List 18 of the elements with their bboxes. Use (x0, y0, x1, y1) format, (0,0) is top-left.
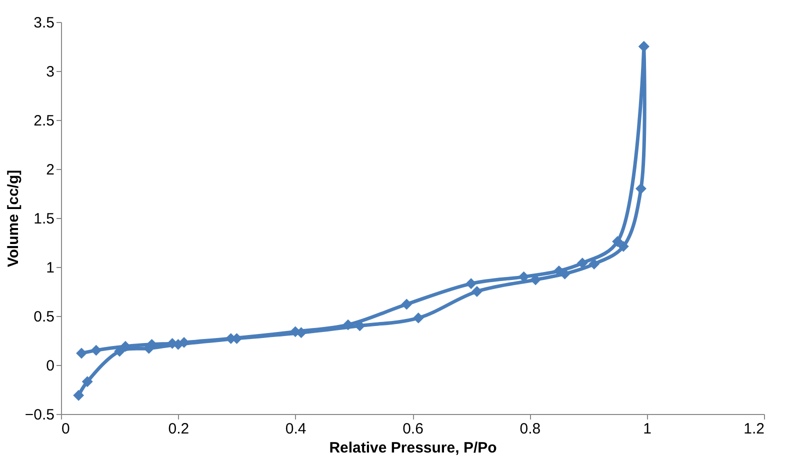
y-tick-label: −0.5 (24, 406, 54, 424)
x-tick-label: 1 (643, 420, 652, 438)
x-tick-label: 0.6 (402, 420, 424, 438)
y-tick-label: 1 (46, 260, 54, 276)
x-tick-label: 0.2 (168, 420, 190, 438)
y-tick-label: 3 (46, 64, 54, 80)
y-tick-label: 2 (46, 162, 54, 178)
y-tick-label: 2.5 (34, 112, 54, 130)
y-tick-label: 1.5 (34, 210, 54, 228)
x-tick-label: 1.2 (744, 420, 764, 438)
y-axis-title: Volume [cc/g] (4, 170, 22, 268)
x-tick-label: 0.4 (285, 420, 306, 438)
y-tick-label: 0.5 (34, 308, 54, 326)
x-axis-title: Relative Pressure, P/Po (329, 440, 497, 456)
x-tick-label: 0.8 (520, 420, 541, 438)
y-tick-label: 3.5 (34, 14, 54, 32)
x-tick-label: 0 (62, 420, 70, 438)
y-tick-label: 0 (46, 358, 54, 374)
